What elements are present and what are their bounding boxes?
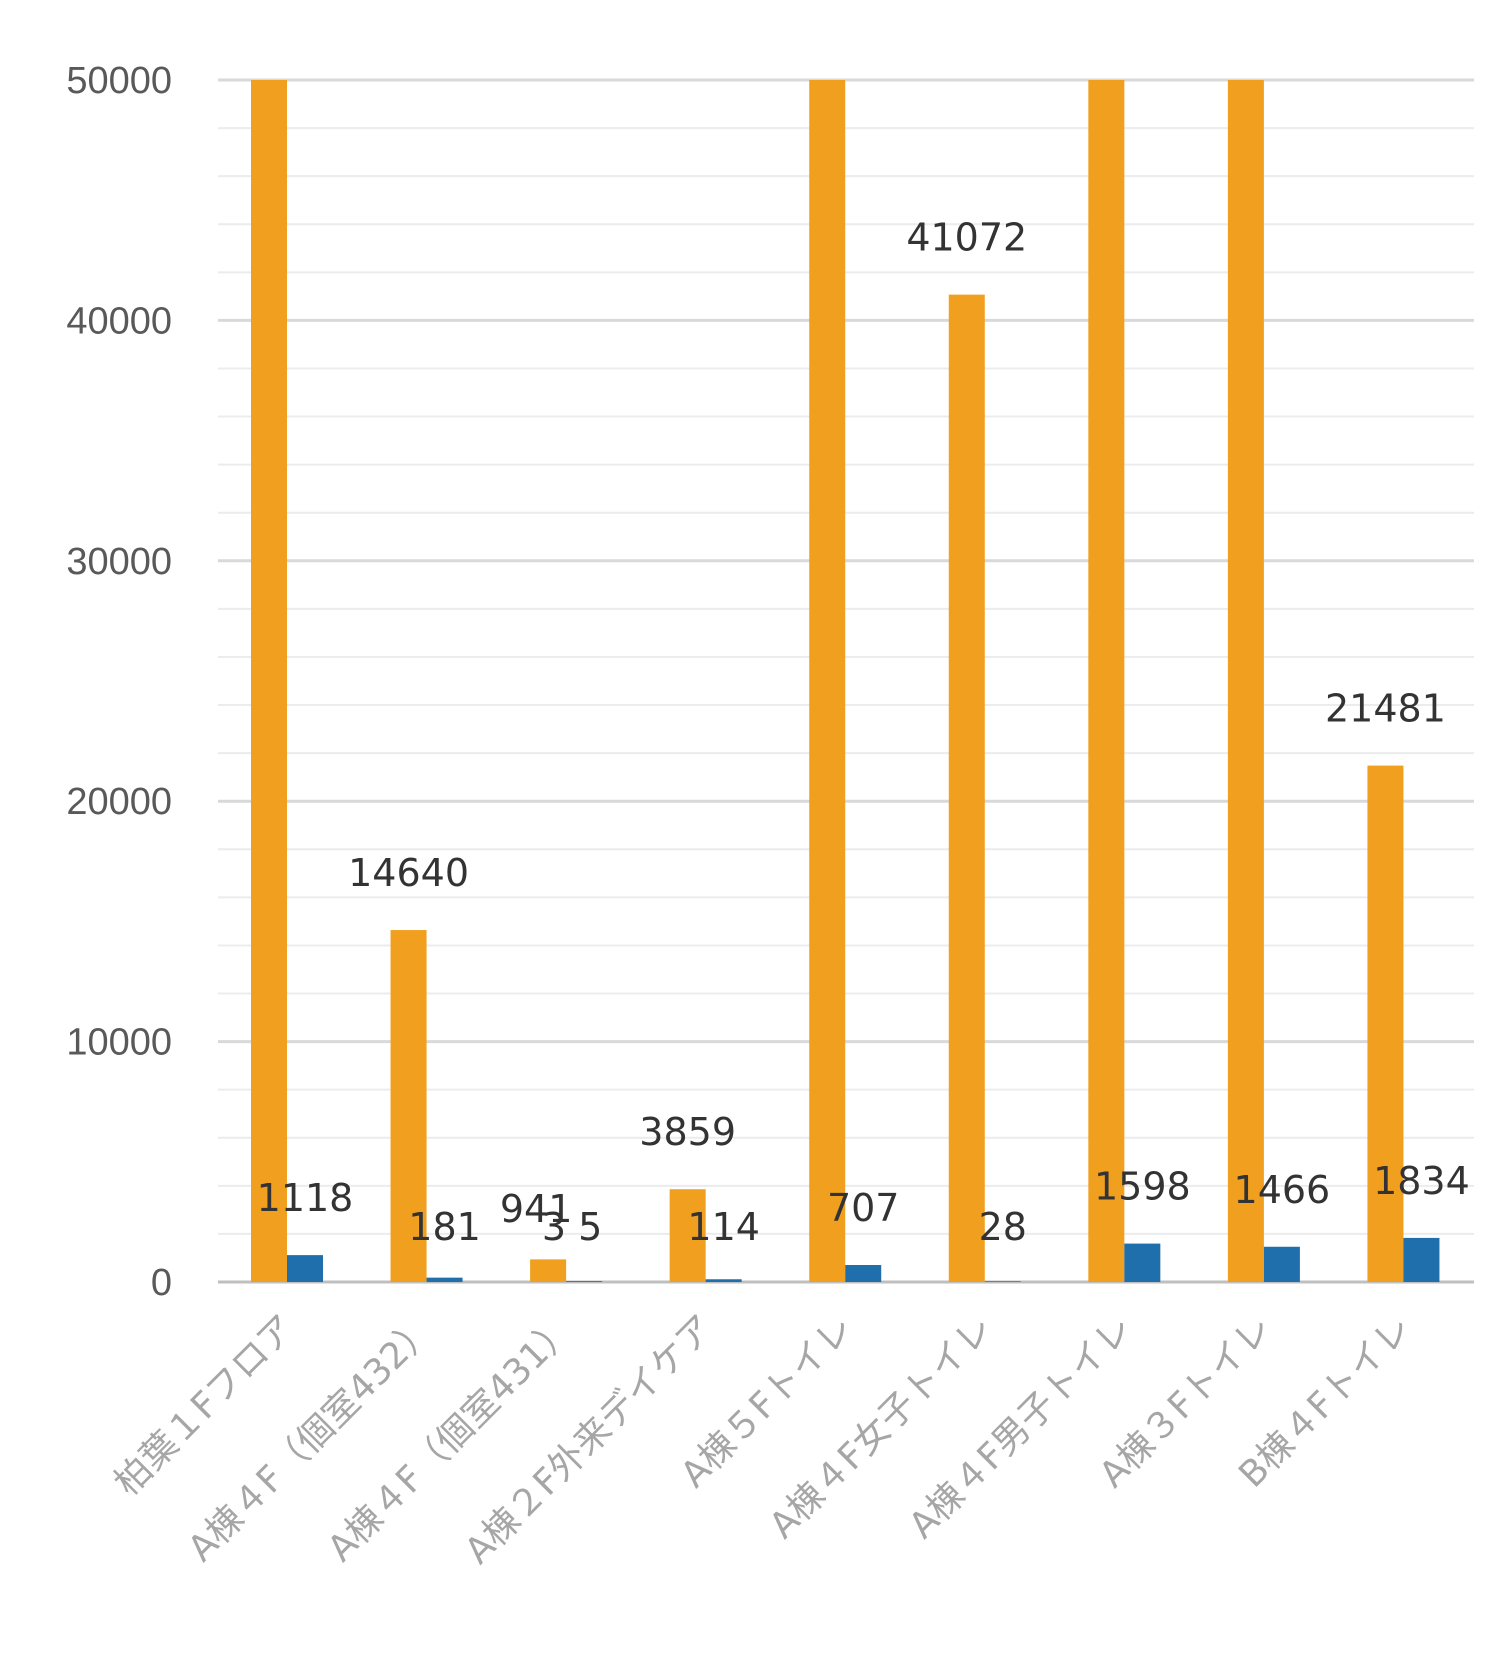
bar-series-1-6 [1088,80,1125,1282]
y-axis-tick-labels: 0 10000 20000 30000 40000 50000 [66,60,172,1304]
bar-series-1-5 [948,294,985,1282]
y-tick-label: 50000 [66,60,172,102]
y-tick-label: 10000 [66,1022,172,1064]
bar-series-2-5 [984,1281,1021,1282]
bar-series-2-3 [705,1279,742,1282]
bar-series-2-2 [566,1281,603,1282]
bar-series-1-4 [809,80,846,1282]
data-label: 941 [500,1187,573,1231]
x-category-label: A棟４F（個室432） [181,1307,443,1569]
data-label: 21481 [1325,687,1446,731]
data-label: 1834 [1373,1159,1470,1203]
x-category-label: A棟４F（個室431） [320,1307,582,1569]
y-tick-label: 30000 [66,541,172,583]
bar-series-1-3 [669,1189,706,1282]
bar-series-2-7 [1263,1246,1300,1282]
data-label: 707 [827,1186,900,1230]
x-axis-category-labels: 柏葉１FフロアA棟４F（個室432）A棟４F（個室431）A棟２F外来デイケアA… [107,1307,1420,1572]
y-tick-label: 20000 [66,781,172,823]
bar-series-1-2 [530,1259,567,1282]
bar-series-2-8 [1403,1237,1440,1282]
grid-lines [218,78,1474,1284]
data-label: 28 [979,1205,1027,1249]
data-label: 1118 [257,1176,354,1220]
data-label: 3 5 [542,1205,602,1249]
bar-series-1-8 [1367,765,1404,1282]
data-label: 114 [687,1205,760,1249]
y-tick-label: 40000 [66,300,172,342]
bar-series-2-0 [287,1255,323,1282]
data-label: 41072 [906,216,1027,260]
data-label: 3859 [639,1110,736,1154]
bar-series-2-4 [845,1265,882,1282]
bar-series-2-1 [426,1277,463,1282]
data-label: 1466 [1234,1168,1331,1212]
x-category-label: A棟２F外来デイケア [457,1307,722,1572]
bar-series-1-1 [390,930,427,1282]
bar-series-2-6 [1124,1243,1161,1282]
y-tick-label: 0 [151,1262,172,1304]
bars [251,80,1440,1282]
data-label: 14640 [348,851,469,895]
data-label: 181 [408,1205,481,1249]
bar-series-1-0 [251,80,287,1282]
bar-series-1-7 [1227,80,1264,1282]
data-label: 1598 [1094,1165,1191,1209]
